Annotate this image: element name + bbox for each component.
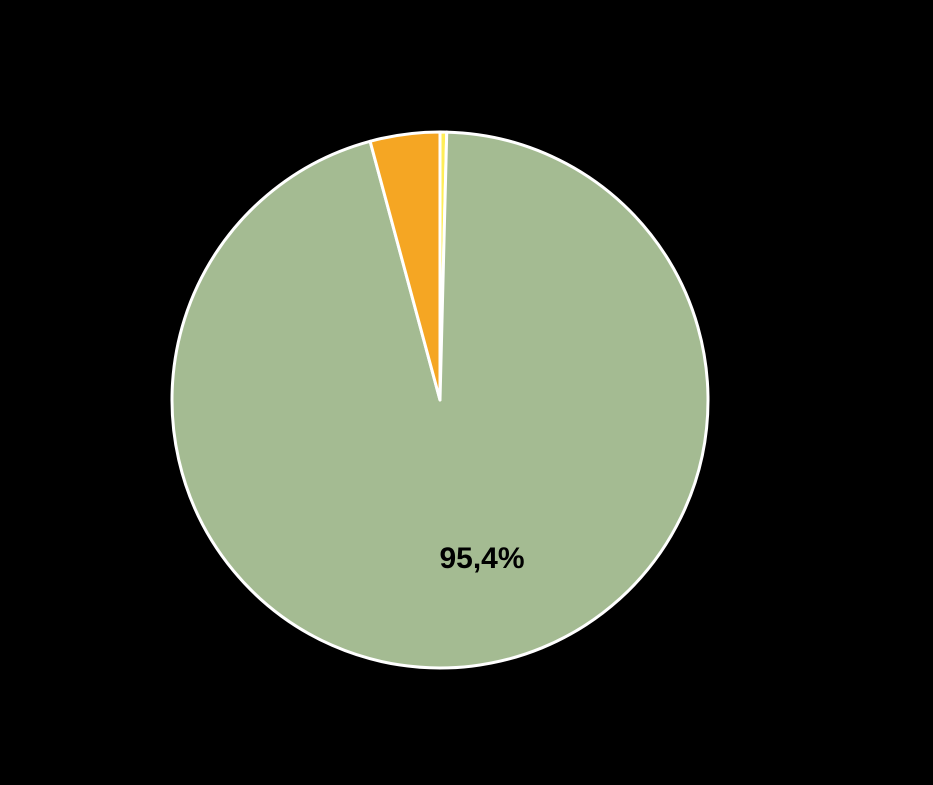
- pie-slice-label-1: 95,4%: [439, 542, 524, 575]
- pie-chart: 95,4%: [0, 0, 933, 785]
- pie-chart-svg: 95,4%: [0, 0, 933, 785]
